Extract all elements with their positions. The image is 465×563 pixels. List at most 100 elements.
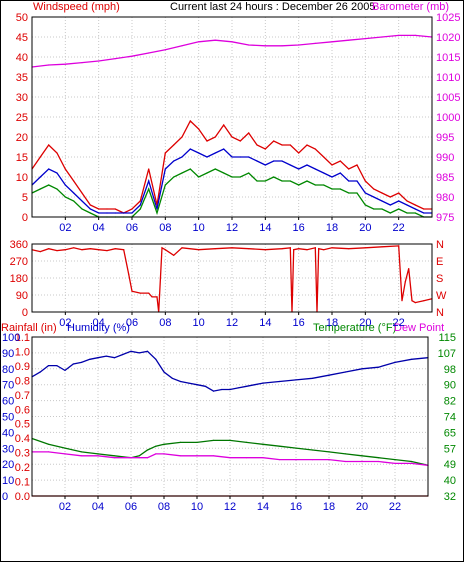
wind-direction-point — [331, 247, 333, 249]
wind-minimum-line-point — [48, 184, 50, 186]
wind-average-line-point — [106, 212, 108, 214]
wind-minimum-line-point — [381, 208, 383, 210]
windspeed-line-point — [264, 148, 266, 150]
wind-minimum-line-point — [314, 184, 316, 186]
temperature-line-point — [344, 453, 347, 455]
humidity-ytick-label: 30 — [2, 443, 14, 455]
wind-minimum-line-point — [298, 184, 300, 186]
humidity-ytick-label: 40 — [2, 427, 14, 439]
rainfall-ytick-label: 0.4 — [15, 433, 30, 445]
wind-direction-point — [423, 300, 425, 302]
wind-minimum-line-point — [256, 180, 258, 182]
wind-direction-point — [123, 249, 125, 251]
wind-average-line-point — [206, 156, 208, 158]
wind-average-line-point — [381, 200, 383, 202]
rainfall-axis-title: Rainfall (in) — [1, 322, 57, 334]
wind-average-line-point — [156, 208, 158, 210]
wind-direction-point — [289, 247, 291, 249]
wind-average-line-point — [356, 180, 358, 182]
temperature-ytick-label: 115 — [438, 332, 456, 344]
wind-average-line-point — [364, 192, 366, 194]
humidity-line-point — [155, 358, 157, 360]
dewpoint-line-point — [196, 455, 198, 457]
wind-panel-xtick-label: 20 — [359, 222, 371, 234]
barometer-line-point — [381, 36, 383, 38]
humidity-ytick-label: 70 — [2, 380, 14, 392]
barometer-ytick-label: 1010 — [436, 72, 460, 84]
wind-panel-xtick-label: 10 — [193, 222, 205, 234]
humidity-line-point — [278, 380, 281, 383]
humidity-line-point — [171, 377, 173, 379]
direction-ytick-label: 180 — [10, 273, 28, 285]
wind-direction-point — [298, 248, 300, 250]
windspeed-line-point — [314, 148, 316, 150]
humidity-line-point — [72, 363, 74, 365]
climate-panel-xtick-label: 02 — [59, 501, 71, 513]
humidity-ytick-label: 0 — [2, 491, 8, 503]
wind-direction-point — [281, 248, 283, 250]
barometer-ytick-label: 980 — [436, 192, 454, 204]
humidity-line-point — [105, 355, 107, 357]
dewpoint-line-point — [278, 459, 281, 461]
windspeed-line-point — [56, 152, 58, 154]
humidity-line-point — [237, 387, 239, 389]
wind-direction-point — [131, 290, 133, 292]
wind-average-line-point — [181, 156, 183, 158]
dewpoint-line-point — [394, 462, 396, 464]
windspeed-line-point — [114, 208, 116, 210]
wind-minimum-line-point — [73, 200, 75, 202]
direction-panel-xtick-label: 06 — [126, 317, 138, 329]
windspeed-line-point — [398, 192, 400, 194]
humidity-line-point — [204, 385, 206, 387]
barometer-ytick-label: 1020 — [436, 32, 460, 44]
wind-average-line-point — [256, 160, 258, 162]
temperature-axis-title: Temperature (°F) — [313, 322, 396, 334]
wind-minimum-line-point — [206, 172, 208, 174]
wind-minimum-line-point — [306, 180, 308, 182]
climate-panel-xtick-label: 20 — [356, 501, 368, 513]
temperature-line-point — [245, 441, 248, 443]
wind-minimum-line-point — [64, 196, 66, 198]
wind-minimum-line-point — [156, 212, 158, 214]
temperature-ytick-label: 57 — [444, 443, 456, 455]
wind-panel-xtick-label: 08 — [159, 222, 171, 234]
wind-direction-point — [248, 248, 250, 250]
dewpoint-line-point — [47, 451, 50, 453]
barometer-line-point — [314, 42, 316, 45]
dewpoint-line-point — [410, 462, 413, 464]
direction-panel-xtick-label: 18 — [326, 317, 338, 329]
wind-direction-point — [128, 273, 130, 275]
wind-minimum-line-point — [148, 188, 150, 190]
humidity-ytick-label: 90 — [2, 348, 14, 360]
humidity-line-point — [328, 374, 330, 376]
rainfall-ytick-label: 0.3 — [15, 448, 30, 460]
windspeed-ytick-label: 0 — [22, 212, 28, 224]
climate-panel-xtick-label: 04 — [92, 501, 104, 513]
direction-panel-xtick-label: 14 — [259, 317, 271, 329]
direction-panel-xtick-label: 20 — [359, 317, 371, 329]
windspeed-line-point — [331, 164, 333, 166]
climate-panel-xtick-label: 12 — [224, 501, 236, 513]
windspeed-line-point — [189, 120, 191, 122]
dewpoint-line-point — [130, 457, 132, 459]
wind-average-line-point — [339, 172, 341, 174]
temperature-line-point — [361, 455, 363, 457]
dewpoint-line-point — [113, 457, 116, 459]
dewpoint-line-point — [138, 457, 140, 459]
barometer-line-point — [114, 58, 116, 60]
humidity-axis-title: Humidity (%) — [67, 322, 130, 334]
wind-direction-point — [56, 250, 58, 252]
dewpoint-line-point — [64, 453, 66, 455]
wind-direction-point — [139, 292, 141, 294]
direction-panel-xtick-label: 10 — [193, 317, 205, 329]
wind-average-line-point — [314, 168, 316, 170]
temperature-line-point — [113, 455, 116, 457]
wind-average-line-point — [306, 164, 308, 166]
barometer-line-point — [198, 41, 200, 43]
wind-direction-point — [401, 300, 403, 302]
chart-title: Current last 24 hours : December 26 2005 — [170, 1, 375, 13]
wind-average-line-point — [189, 148, 191, 150]
wind-direction-point — [381, 246, 383, 248]
barometer-line-point — [331, 41, 333, 43]
dewpoint-line-point — [146, 457, 149, 459]
